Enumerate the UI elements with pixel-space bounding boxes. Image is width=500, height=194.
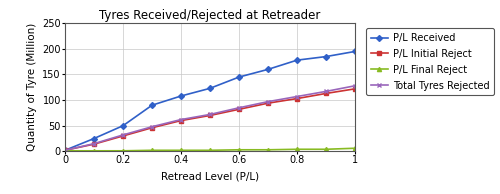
Total Tyres Rejected [323, 90, 329, 93]
P/L Final Reject [178, 149, 184, 152]
Total Tyres Rejected [294, 95, 300, 98]
P/L Initial Reject [265, 102, 271, 104]
P/L Initial Reject [120, 135, 126, 137]
P/L Final Reject [91, 150, 97, 152]
P/L Final Reject [352, 147, 358, 149]
P/L Final Reject [294, 148, 300, 150]
Total Tyres Rejected [207, 113, 213, 116]
P/L Received [265, 68, 271, 71]
P/L Final Reject [323, 148, 329, 150]
Line: P/L Initial Reject: P/L Initial Reject [63, 87, 357, 152]
P/L Received [236, 76, 242, 78]
P/L Final Reject [120, 150, 126, 152]
Title: Tyres Received/Rejected at Retreader: Tyres Received/Rejected at Retreader [100, 9, 320, 22]
P/L Initial Reject [207, 114, 213, 117]
P/L Received [352, 50, 358, 53]
Total Tyres Rejected [352, 85, 358, 87]
P/L Received [149, 104, 155, 106]
P/L Received [120, 125, 126, 127]
P/L Initial Reject [178, 120, 184, 122]
Total Tyres Rejected [178, 118, 184, 121]
P/L Received [207, 87, 213, 89]
Line: P/L Final Reject: P/L Final Reject [63, 146, 357, 153]
P/L Received [323, 55, 329, 58]
Total Tyres Rejected [265, 100, 271, 103]
Line: P/L Received: P/L Received [63, 49, 357, 152]
P/L Initial Reject [149, 127, 155, 129]
P/L Initial Reject [62, 149, 68, 152]
P/L Initial Reject [323, 92, 329, 95]
P/L Initial Reject [352, 88, 358, 90]
Total Tyres Rejected [149, 126, 155, 128]
P/L Received [294, 59, 300, 61]
Legend: P/L Received, P/L Initial Reject, P/L Final Reject, Total Tyres Rejected: P/L Received, P/L Initial Reject, P/L Fi… [366, 28, 494, 95]
Line: Total Tyres Rejected: Total Tyres Rejected [63, 84, 357, 152]
P/L Final Reject [265, 149, 271, 151]
Total Tyres Rejected [120, 134, 126, 136]
P/L Initial Reject [294, 97, 300, 100]
Total Tyres Rejected [91, 142, 97, 145]
P/L Received [91, 137, 97, 140]
Total Tyres Rejected [236, 107, 242, 109]
P/L Received [178, 95, 184, 97]
P/L Final Reject [62, 150, 68, 152]
Total Tyres Rejected [62, 149, 68, 152]
P/L Final Reject [149, 149, 155, 152]
P/L Final Reject [207, 149, 213, 152]
P/L Initial Reject [91, 143, 97, 145]
X-axis label: Retread Level (P/L): Retread Level (P/L) [161, 171, 259, 181]
P/L Initial Reject [236, 108, 242, 111]
Y-axis label: Quantity of Tyre (Million): Quantity of Tyre (Million) [26, 23, 36, 152]
P/L Received [62, 149, 68, 152]
P/L Final Reject [236, 149, 242, 151]
